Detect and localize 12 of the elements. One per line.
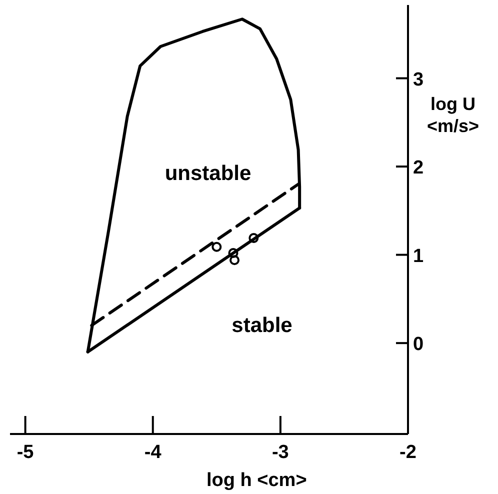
y-axis-title: log U <m/s>: [426, 94, 480, 136]
x-axis-title: log h <cm>: [206, 470, 307, 491]
y-tick-label: 3: [413, 69, 424, 90]
annotation: unstable: [164, 162, 252, 185]
y-tick-label: 0: [413, 334, 424, 356]
x-tick-label: -3: [272, 442, 289, 463]
y-tick-label: 2: [413, 158, 424, 179]
annotation: stable: [232, 314, 292, 337]
x-tick-label: -2: [400, 442, 416, 463]
x-tick-label: -4: [144, 442, 162, 463]
x-tick-label: -5: [16, 442, 34, 463]
y-tick-label: 1: [413, 246, 424, 267]
